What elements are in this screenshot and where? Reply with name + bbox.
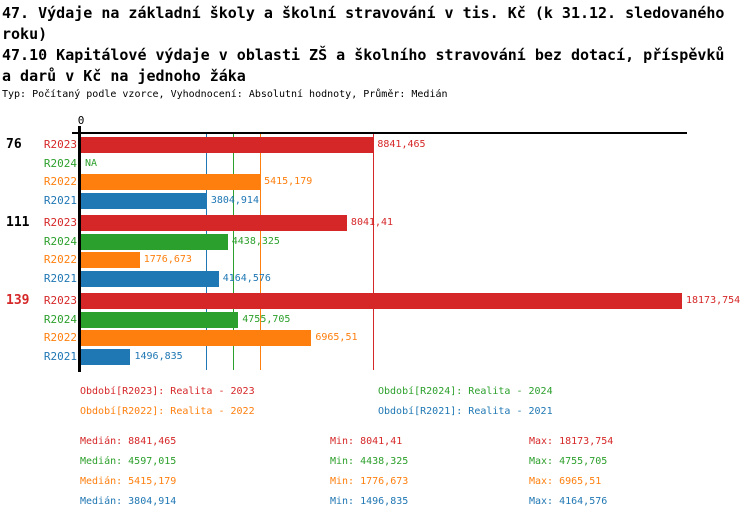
series-label-r2022: R2022	[43, 331, 77, 344]
bar-r2021-group-139	[81, 348, 131, 365]
series-label-r2021: R2021	[43, 349, 77, 363]
bar-r2022-group-111	[81, 252, 140, 268]
median-line-r2021	[206, 134, 208, 370]
group-label-139: 139	[6, 293, 30, 308]
series-label-r2023: R2023	[43, 216, 77, 229]
stat-max-r2021: Max: 4164,576	[529, 496, 608, 507]
bar-value-label: 5415,179	[264, 176, 313, 187]
bar-value-label: 4164,576	[222, 272, 271, 284]
bar-r2022-group-76	[81, 174, 261, 190]
series-label-r2022: R2022	[43, 253, 77, 266]
indicator-title-line-1: 47.10 Kapitálové výdaje v oblasti ZŠ a š…	[2, 46, 725, 64]
bar-r2023-group-139	[81, 293, 682, 309]
series-label-r2024: R2024	[43, 312, 77, 326]
legend-item-r2024: Období[R2024]: Realita - 2024	[378, 386, 553, 397]
series-label-r2022: R2022	[43, 175, 77, 188]
series-label-r2023: R2023	[43, 294, 77, 307]
stat-median-r2022: Medián: 5415,179	[80, 476, 177, 487]
bar-value-label: 8841,465	[377, 139, 426, 150]
series-label-r2024: R2024	[43, 156, 77, 170]
bar-value-label: 3804,914	[210, 194, 259, 206]
chart-subtitle: Typ: Počítaný podle vzorce, Vyhodnocení:…	[2, 89, 448, 100]
bar-value-label: 1776,673	[143, 254, 192, 265]
stat-max-r2022: Max: 6965,51	[529, 476, 602, 487]
legend-item-r2022: Období[R2022]: Realita - 2022	[80, 406, 255, 417]
stat-median-r2024: Medián: 4597,015	[80, 456, 177, 467]
bar-r2021-group-76	[81, 192, 207, 209]
stat-min-r2022: Min: 1776,673	[330, 476, 409, 487]
bar-r2022-group-139	[81, 330, 312, 346]
bar-r2023-group-111	[81, 215, 347, 231]
stat-median-r2023: Medián: 8841,465	[80, 436, 177, 447]
bar-value-label: 8041,41	[350, 217, 394, 228]
x-axis-line	[72, 132, 687, 134]
median-line-r2024	[232, 134, 234, 370]
bar-r2023-group-76	[81, 137, 374, 153]
stat-min-r2021: Min: 1496,835	[330, 496, 409, 507]
stat-median-r2021: Medián: 3804,914	[80, 496, 177, 507]
na-label: NA	[85, 157, 98, 169]
y-axis-line	[78, 126, 81, 372]
page-title-line-2: roku)	[2, 25, 48, 43]
bar-value-label: 4755,705	[242, 313, 291, 325]
bar-r2021-group-111	[81, 270, 219, 287]
bar-r2024-group-139	[81, 311, 239, 328]
group-label-76: 76	[6, 137, 22, 152]
legend-item-r2023: Období[R2023]: Realita - 2023	[80, 386, 255, 397]
bar-value-label: 4438,325	[231, 235, 280, 247]
indicator-title-line-2: a darů v Kč na jednoho žáka	[2, 67, 246, 85]
series-label-r2021: R2021	[43, 271, 77, 285]
median-line-r2022	[259, 134, 261, 370]
stat-min-r2024: Min: 4438,325	[330, 456, 409, 467]
stat-min-r2023: Min: 8041,41	[330, 436, 403, 447]
legend-item-r2021: Období[R2021]: Realita - 2021	[378, 406, 553, 417]
stat-max-r2023: Max: 18173,754	[529, 436, 614, 447]
x-axis-zero-tick-label: 0	[77, 114, 85, 127]
group-label-111: 111	[6, 215, 30, 230]
bar-r2024-group-111	[81, 233, 228, 250]
bar-value-label: 1496,835	[134, 350, 183, 362]
stat-max-r2024: Max: 4755,705	[529, 456, 608, 467]
median-line-r2023	[372, 134, 374, 370]
bar-value-label: 6965,51	[315, 332, 358, 343]
series-label-r2021: R2021	[43, 193, 77, 207]
bar-value-label: 18173,754	[686, 295, 741, 306]
page-title-line-1: 47. Výdaje na základní školy a školní st…	[2, 4, 725, 22]
series-label-r2023: R2023	[43, 138, 77, 151]
series-label-r2024: R2024	[43, 234, 77, 248]
